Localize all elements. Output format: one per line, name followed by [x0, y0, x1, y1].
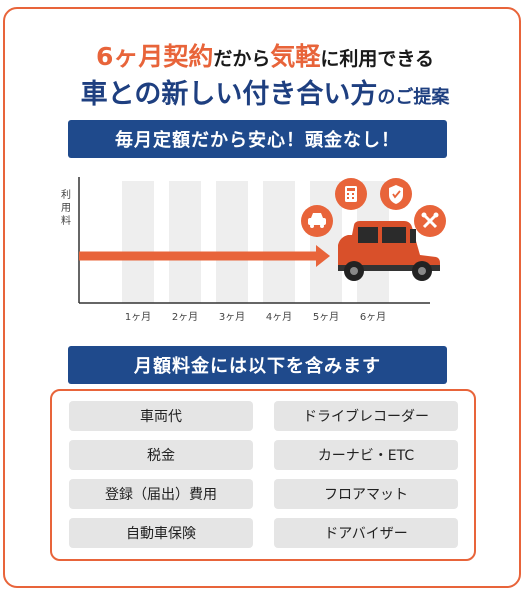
- chart-tick-label: 6ヶ月: [360, 311, 386, 323]
- included-item: 税金: [69, 440, 253, 470]
- chart-bar-2: [169, 181, 201, 303]
- headline-casual: 気軽: [270, 42, 321, 71]
- chart-tick-label: 2ヶ月: [172, 311, 198, 323]
- banner-monthly-flat: 毎月定額だから安心！頭金なし！: [68, 120, 447, 158]
- headline-line1: 6ヶ月契約だから気軽に利用できる: [0, 37, 530, 73]
- chart-bar-1: [122, 181, 154, 303]
- car-icon: [301, 205, 333, 237]
- includes-box: [50, 389, 476, 561]
- chart-bar-5: [310, 181, 342, 303]
- chart-ylabel: 利用料: [61, 189, 71, 227]
- car-illustration: [338, 221, 440, 281]
- chart-tick-label: 4ヶ月: [266, 311, 292, 323]
- chart-bar-4: [263, 181, 295, 303]
- headline-usable: に利用できる: [320, 48, 435, 70]
- included-item: フロアマット: [274, 479, 458, 509]
- included-item: ドアバイザー: [274, 518, 458, 548]
- included-item: ドライブレコーダー: [274, 401, 458, 431]
- shield-icon: [380, 178, 412, 210]
- banner-includes: 月額料金には以下を含みます: [68, 346, 447, 384]
- monthly-fee-chart: 利用料 1ヶ月 2ヶ月 3ヶ月 4ヶ月 5ヶ月 6ヶ月: [61, 177, 446, 323]
- chart-tick-label: 3ヶ月: [219, 311, 245, 323]
- flat-fee-arrow-head: [316, 245, 330, 267]
- headline-line2: 車との新しい付き合い方のご提案: [0, 72, 530, 111]
- chart-bar-3: [216, 181, 248, 303]
- headline-dakara: だから: [213, 48, 271, 70]
- chart-tick-label: 5ヶ月: [313, 311, 339, 323]
- included-item: 自動車保険: [69, 518, 253, 548]
- headline-contract: 6ヶ月契約: [95, 42, 214, 71]
- included-item: 車両代: [69, 401, 253, 431]
- wrench-icon: [414, 205, 446, 237]
- included-item: 登録（届出）費用: [69, 479, 253, 509]
- included-item: カーナビ・ETC: [274, 440, 458, 470]
- headline-proposal: のご提案: [377, 87, 450, 108]
- calculator-icon: [335, 178, 367, 210]
- headline-new-way: 車との新しい付き合い方: [80, 79, 378, 110]
- chart-tick-label: 1ヶ月: [125, 311, 151, 323]
